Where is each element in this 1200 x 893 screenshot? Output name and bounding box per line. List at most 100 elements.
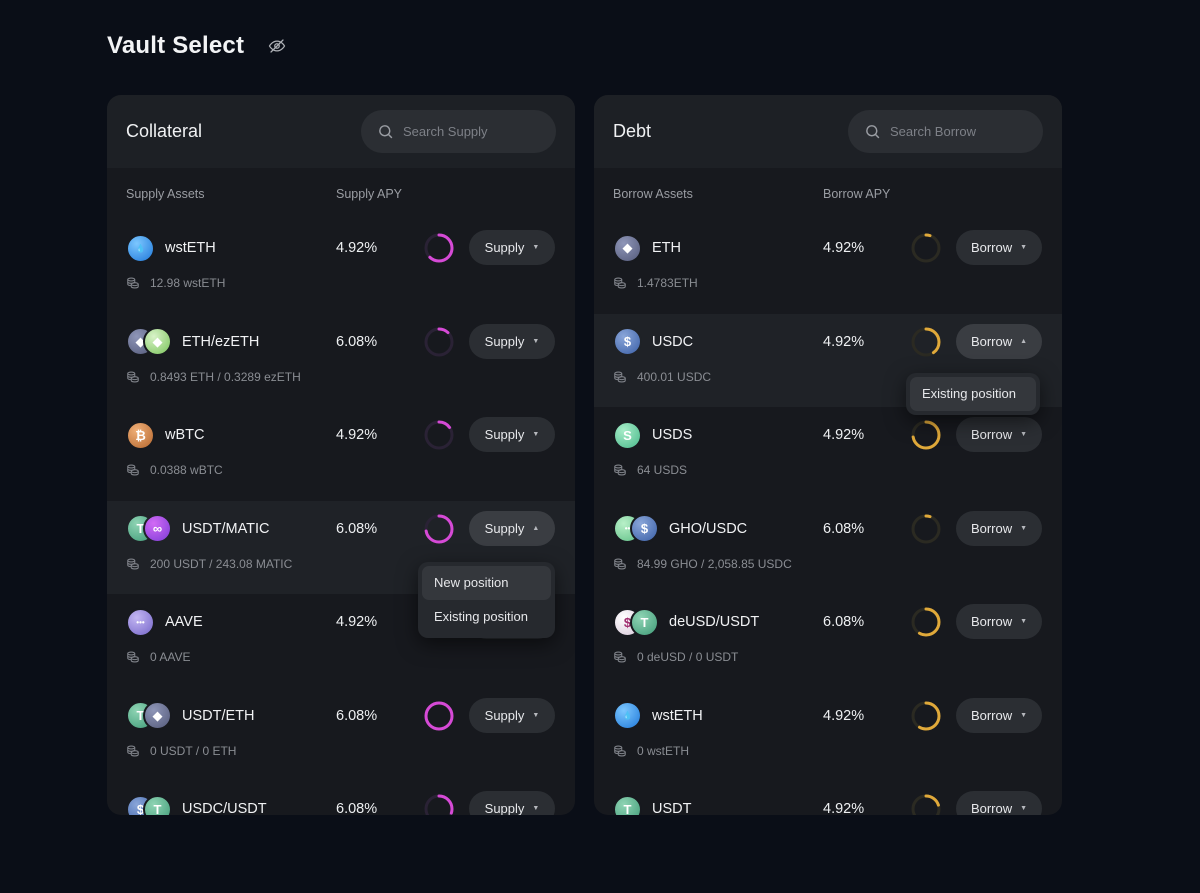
usdt-token-icon: T	[613, 794, 642, 815]
chevron-down-icon: ▼	[1020, 524, 1028, 532]
asset-name: AAVE	[165, 614, 203, 630]
borrow-button-label: Borrow	[970, 614, 1013, 629]
usdt-token-icon: T	[630, 607, 659, 637]
asset-row[interactable]: $ USDC 400.01 USDC 4.92% Borrow ▲ Existing pos…	[594, 313, 1062, 415]
borrow-button[interactable]: Borrow ▼	[956, 230, 1042, 265]
borrow-button-label: Borrow	[970, 707, 1013, 723]
asset-icons: S	[613, 420, 642, 450]
menu-item[interactable]: New position	[422, 565, 551, 600]
asset-row[interactable]: $ T USDC/USDT 6.08% Supply ▼	[107, 781, 575, 815]
borrow-dropdown-menu: Existing position	[906, 372, 1040, 415]
supply-button[interactable]: Supply ▼	[469, 417, 555, 452]
chevron-down-icon: ▼	[1020, 711, 1028, 719]
borrow-button[interactable]: Borrow ▼	[956, 510, 1042, 546]
menu-item[interactable]: Existing position	[910, 376, 1036, 411]
asset-name: wBTC	[165, 427, 205, 443]
borrow-button[interactable]: Borrow ▼	[956, 697, 1042, 733]
asset-name: wstETH	[165, 240, 216, 256]
borrow-button[interactable]: Borrow ▼	[956, 604, 1042, 639]
coins-icon	[614, 464, 626, 476]
ring-progress	[424, 701, 454, 730]
wsteth-token-icon: 💧	[613, 701, 642, 730]
asset-balance: 400.01 USDC	[613, 370, 711, 384]
asset-row[interactable]: T ◆ USDT/ETH 0 USDT / 0 ETH 6.08% Supply ▼	[107, 688, 575, 782]
ezeth-token-icon: ◆	[143, 327, 172, 356]
chevron-up-icon: ▲	[1020, 337, 1028, 345]
supply-button-label: Supply	[484, 707, 525, 723]
asset-icons: $ T	[613, 607, 659, 637]
supply-button-label: Supply	[484, 240, 525, 255]
asset-balance: 200 USDT / 243.08 MATIC	[126, 557, 292, 571]
supply-button[interactable]: Supply ▼	[469, 230, 555, 265]
collateral-list: 💧 wstETH 12.98 wstETH 4.92% Supply ▼ ◆ ◆ ETH/ezE…	[107, 220, 575, 815]
asset-row[interactable]: ₿ wBTC 0.0388 wBTC 4.92% Supply ▼	[107, 407, 575, 501]
supply-button[interactable]: Supply ▲	[469, 510, 555, 546]
asset-balance: 64 USDS	[613, 463, 687, 477]
chevron-down-icon: ▼	[1020, 431, 1028, 438]
asset-row[interactable]: ◆ ◆ ETH/ezETH 0.8493 ETH / 0.3289 ezETH 6.08…	[107, 314, 575, 408]
borrow-apy-header: Borrow APY	[823, 187, 891, 201]
asset-cell: ◆ ◆ ETH/ezETH	[126, 327, 259, 357]
asset-balance: 0.0388 wBTC	[126, 463, 223, 477]
borrow-button-label: Borrow	[970, 240, 1013, 255]
asset-icons: $	[613, 327, 642, 356]
balance-text: 200 USDT / 243.08 MATIC	[150, 556, 293, 571]
asset-row[interactable]: T ∞ USDT/MATIC 200 USDT / 243.08 MATIC 6.08%…	[107, 500, 575, 638]
supply-button[interactable]: Supply ▼	[469, 791, 555, 815]
asset-balance: 84.99 GHO / 2,058.85 USDC	[613, 557, 792, 571]
borrow-button-label: Borrow	[970, 520, 1013, 536]
supply-button-label: Supply	[484, 333, 525, 349]
asset-row[interactable]: 💧 wstETH 12.98 wstETH 4.92% Supply ▼	[107, 220, 575, 314]
borrow-search-input[interactable]	[890, 124, 1030, 139]
asset-cell: $ USDC	[613, 327, 693, 357]
balance-text: 64 USDS	[637, 463, 688, 477]
utilization-ring	[911, 420, 941, 450]
aave-token-icon: •••	[126, 607, 155, 637]
asset-icons: 💧	[613, 701, 642, 730]
utilization-ring	[911, 514, 941, 543]
asset-row[interactable]: •• $ GHO/USDC 84.99 GHO / 2,058.85 USDC 6.08…	[594, 501, 1062, 595]
balance-text: 0 wstETH	[637, 743, 690, 758]
utilization-ring	[911, 327, 941, 356]
menu-item[interactable]: Existing position	[434, 609, 528, 624]
ring-progress	[424, 794, 454, 815]
borrow-button[interactable]: Borrow ▼	[956, 417, 1042, 452]
chevron-down-icon: ▼	[532, 431, 540, 438]
asset-cell: •• $ GHO/USDC	[613, 514, 747, 544]
asset-cell: ◆ ETH	[613, 233, 681, 263]
asset-row[interactable]: 💧 wstETH 0 wstETH 4.92% Borrow ▼	[594, 688, 1062, 782]
borrow-search[interactable]	[848, 110, 1043, 153]
ring-progress	[424, 233, 454, 263]
asset-name: GHO/USDC	[669, 520, 748, 537]
asset-row[interactable]: $ T deUSD/USDT 0 deUSD / 0 USDT 6.08% Borrow ▼	[594, 594, 1062, 688]
asset-row[interactable]: T USDT 4.92% Borrow ▼	[594, 781, 1062, 815]
chevron-up-icon: ▲	[532, 524, 540, 532]
supply-search[interactable]	[361, 110, 556, 153]
hide-balance-toggle[interactable]	[268, 37, 286, 55]
coins-icon	[614, 558, 626, 569]
supply-button[interactable]: Supply ▼	[469, 323, 555, 359]
ring-progress	[424, 514, 454, 543]
apy-value: 4.92%	[336, 614, 378, 630]
eth-token-icon: ◆	[143, 701, 172, 730]
supply-button[interactable]: Supply ▼	[469, 697, 555, 733]
coins-icon	[127, 464, 139, 476]
apy-value: 6.08%	[336, 520, 378, 537]
apy-value: 6.08%	[336, 333, 378, 350]
supply-apy-header: Supply APY	[336, 187, 403, 201]
asset-row[interactable]: S USDS 64 USDS 4.92% Borrow ▼	[594, 407, 1062, 501]
asset-row[interactable]: ◆ ETH 1.4783ETH 4.92% Borrow ▼	[594, 220, 1062, 314]
borrow-button[interactable]: Borrow ▼	[956, 791, 1042, 815]
debt-column-headers: Borrow Assets Borrow APY	[594, 168, 1062, 220]
eth-token-icon: ◆	[126, 327, 155, 356]
supply-search-input[interactable]	[403, 124, 543, 139]
page-title: Vault Select	[107, 32, 245, 59]
asset-cell: T ◆ USDT/ETH	[126, 701, 255, 731]
apy-value: 6.08%	[336, 801, 378, 815]
apy-value: 4.92%	[823, 427, 865, 443]
borrow-button[interactable]: Borrow ▲	[956, 323, 1042, 359]
asset-icons: T ◆	[126, 701, 172, 730]
search-icon	[866, 125, 880, 139]
asset-icons: ◆ ◆	[126, 327, 172, 356]
utilization-ring	[424, 514, 454, 543]
